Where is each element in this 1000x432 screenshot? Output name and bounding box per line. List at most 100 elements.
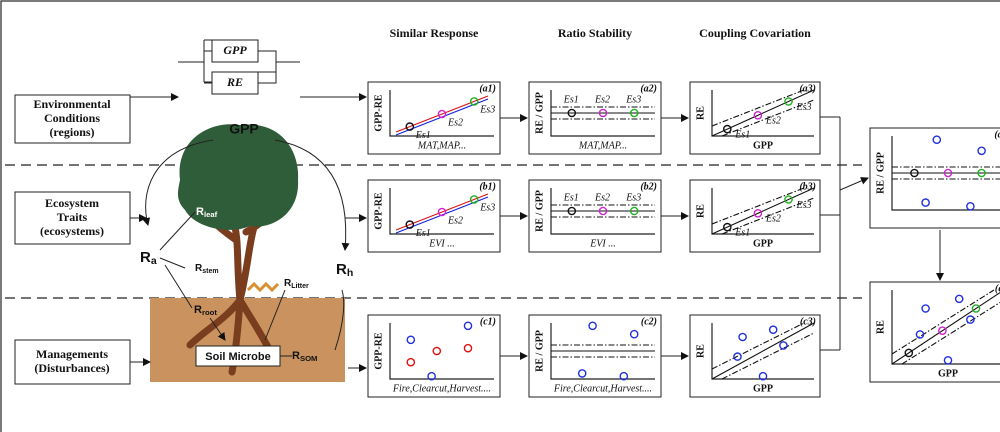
y-axis-label: RE / GPP [534,190,545,232]
point-label: Es1 [415,228,431,239]
row-box [14,339,131,385]
row-label: Managements [36,347,108,361]
point [629,206,639,216]
point [921,304,930,313]
guide-line [891,289,995,355]
point-label: Es3 [479,203,495,214]
point [966,201,975,211]
point [469,195,479,204]
point-label: Es1 [415,130,431,141]
point [758,371,768,381]
point [469,97,479,106]
point [567,108,577,118]
point [437,109,447,119]
connector [178,39,300,83]
guide-line [711,322,815,380]
flux-subscript: leaf [204,210,218,219]
y-axis-label: GPP-RE [373,94,384,132]
y-axis-label: GPP-RE [373,332,384,370]
x-axis-label: EVI ... [428,238,455,249]
panel-id: (c2) [641,316,657,327]
point [977,146,986,156]
flux-subscript: a [151,255,157,267]
flux-label: Rroot [194,304,217,317]
y-axis-label: RE [875,320,886,334]
flux-label: Rleaf [196,206,218,219]
column-headers: Similar Response Ratio Stability Coupling … [390,26,812,40]
point [463,343,473,353]
point [779,341,788,350]
point [598,108,608,118]
panel-id: (a3) [799,83,816,94]
point [405,122,415,131]
panel-id: (a1) [479,83,496,94]
x-axis-label: Fire,Clearcut,Harvest.... [553,383,652,394]
x-axis-label: GPP [753,238,773,249]
point [943,355,953,365]
litter [246,281,280,293]
re-label: RE [226,75,243,89]
point-label: Es3 [625,94,641,105]
point-label: Es2 [765,214,781,225]
row-label: Traits [57,210,88,224]
point-label: Es1 [734,227,750,238]
flux-symbol: R [196,206,204,218]
point [943,168,953,178]
flux-symbol: R [336,261,347,278]
panel-id: (b1) [479,181,496,192]
point [753,111,763,120]
point [723,222,732,232]
point [432,346,442,356]
axes [389,323,494,380]
point [406,335,416,345]
panel-id: (d) [994,129,1000,140]
flux-subscript: SOM [300,354,318,363]
panel-id: (e) [995,283,1000,294]
point [463,321,473,331]
point [915,330,925,339]
point-label: Es2 [594,192,610,203]
guide-line [901,301,1000,365]
point [619,371,629,381]
row-box [14,94,131,144]
point [954,294,964,304]
flux-symbol: R [292,350,300,362]
y-axis-label: RE / GPP [875,152,886,194]
guide-line [395,95,489,133]
axes [389,90,494,137]
point [768,325,778,335]
x-axis-label: Fire,Clearcut,Harvest.... [392,383,491,394]
point [784,195,793,204]
arrow [839,177,869,191]
guide-line [721,99,815,137]
point [629,108,639,118]
point [977,168,986,178]
flux-label: Ra [140,249,157,267]
flux-symbol: R [140,249,151,266]
x-axis-label: MAT,MAP... [578,140,627,151]
guide-line [711,89,805,127]
point [753,208,763,218]
connector [280,289,345,357]
column-header: Coupling Covariation [699,26,811,40]
point [966,315,975,324]
point-label: Es2 [765,116,781,127]
row-label: (Disturbances) [34,361,109,375]
canopy [177,124,299,230]
x-axis-label: EVI ... [589,238,616,249]
x-axis-label: GPP [938,368,958,379]
point [932,135,942,144]
point-label: Es3 [625,192,641,203]
guide-line [711,322,805,370]
point-label: Es3 [796,200,812,211]
point-label: Es2 [447,117,463,128]
axes [550,188,655,235]
point [723,124,732,134]
guide-line [721,332,815,380]
row-label: Environmental [33,97,111,111]
x-axis-label: GPP [753,383,773,394]
point-label: Es3 [796,102,812,113]
